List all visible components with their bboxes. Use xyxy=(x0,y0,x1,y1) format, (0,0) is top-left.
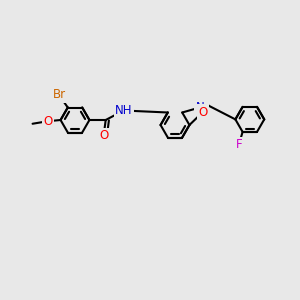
Text: O: O xyxy=(198,106,207,118)
Text: Br: Br xyxy=(52,88,66,101)
Text: F: F xyxy=(236,138,242,152)
Text: NH: NH xyxy=(115,104,132,117)
Text: O: O xyxy=(43,115,52,128)
Text: O: O xyxy=(99,129,108,142)
Text: N: N xyxy=(196,101,204,114)
